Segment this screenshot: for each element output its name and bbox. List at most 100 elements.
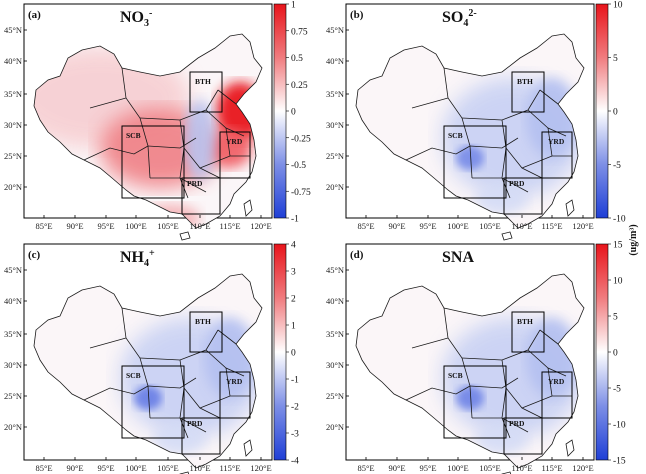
region-label-scb: SCB <box>126 131 141 140</box>
region-box-bth: BTH <box>511 311 545 353</box>
colorbar-tick-label: -3 <box>291 430 299 440</box>
lon-tick: 100°E <box>447 221 468 231</box>
region-box-scb: SCB <box>443 365 507 439</box>
province-line <box>469 377 519 389</box>
colorbar-gradient <box>273 3 287 219</box>
colorbar: 15 10 5 0 -5 -10 -15 <box>595 241 626 467</box>
colorbar-gradient <box>273 243 287 461</box>
lon-tick: 120°E <box>572 463 593 473</box>
lat-tick: 25°N <box>326 151 344 161</box>
region-rect <box>541 131 573 179</box>
province-line <box>89 337 127 349</box>
region-label-prd: PRD <box>509 179 525 188</box>
province-line <box>217 329 237 345</box>
region-label-prd: PRD <box>509 419 525 428</box>
lon-tick: 115°E <box>541 463 562 473</box>
region-rect <box>511 71 545 113</box>
lat-tick: 35°N <box>4 329 22 339</box>
lon-tick: 85°E <box>35 463 52 473</box>
colorbar-tick-label: 0 <box>291 108 296 118</box>
province-line <box>225 367 231 397</box>
island-outline <box>565 199 575 217</box>
lon-tick: 90°E <box>388 463 405 473</box>
region-label-bth: BTH <box>195 317 211 326</box>
field-pos-yrd <box>208 128 252 168</box>
province-line <box>411 337 449 349</box>
lon-tick: 90°E <box>66 463 83 473</box>
lat-tick: 40°N <box>4 296 22 306</box>
region-rect <box>181 417 221 455</box>
province-line <box>469 137 519 149</box>
province-line <box>147 377 197 389</box>
colorbar: 1 0.75 0.5 0.25 0 -0.25 -0.5 -0.75 -1 <box>273 1 311 225</box>
colorbar-tick-label: -0.5 <box>291 161 306 171</box>
lon-tick: 120°E <box>572 221 593 231</box>
lat-tick: 20°N <box>326 422 344 432</box>
province-line <box>147 137 197 149</box>
colorbar-tick-label: -15 <box>613 457 626 467</box>
region-box-yrd: YRD <box>219 131 251 179</box>
province-line <box>139 89 219 121</box>
colorbar-tick-label: 15 <box>613 241 623 251</box>
colorbar-tick-label: 0 <box>291 349 296 359</box>
province-line <box>199 155 250 169</box>
colorbar-tick-label: 1 <box>291 1 296 11</box>
colorbar-tick-label: -4 <box>291 457 299 467</box>
country-border <box>33 33 263 229</box>
panel-b: BTH YRD SCB PRD (b) SO42- 45°N 40°N 35°N 30°N 25°N… <box>326 1 626 241</box>
panel-label: (a) <box>28 9 41 21</box>
region-label-scb: SCB <box>126 371 141 380</box>
country-border <box>355 273 585 469</box>
region-label-yrd: YRD <box>548 377 565 386</box>
lon-tick: 100°E <box>125 221 146 231</box>
field-neg-center <box>184 100 216 180</box>
lon-tick: 95°E <box>97 463 114 473</box>
lat-tick: 20°N <box>4 182 22 192</box>
lon-tick: 90°E <box>66 221 83 231</box>
province-line <box>472 177 529 193</box>
colorbar-tick-label: 5 <box>613 313 618 323</box>
region-rect <box>189 311 223 353</box>
panel-d: BTH YRD SCB PRD (d) SNA 45°N 40°N 35°N 30°N 25°N 20… <box>326 241 626 474</box>
region-box-bth: BTH <box>189 311 223 353</box>
lat-tick: 40°N <box>326 296 344 306</box>
lon-tick: 115°E <box>219 221 240 231</box>
province-line <box>521 395 572 409</box>
region-rect <box>121 125 185 199</box>
colorbar-tick-label: -10 <box>613 421 626 431</box>
colorbar-tick-label: -0.75 <box>291 188 311 198</box>
lon-tick: 85°E <box>357 221 374 231</box>
lat-tick: 25°N <box>4 391 22 401</box>
region-box-scb: SCB <box>121 365 185 439</box>
region-rect <box>511 311 545 353</box>
region-rect <box>189 71 223 113</box>
region-label-bth: BTH <box>517 77 533 86</box>
island-outline <box>243 439 253 457</box>
panel-title: NH4+ <box>120 248 155 269</box>
lon-tick: 95°E <box>419 463 436 473</box>
lat-tick: 30°N <box>4 120 22 130</box>
province-line <box>139 329 219 361</box>
region-label-prd: PRD <box>187 419 203 428</box>
province-line <box>472 417 529 433</box>
colorbar-gradient <box>595 243 609 461</box>
panel-label: (b) <box>350 9 364 21</box>
lon-tick: 110°E <box>511 221 532 231</box>
province-line <box>539 89 559 105</box>
region-box-yrd: YRD <box>219 371 251 419</box>
province-line <box>501 359 543 419</box>
colorbar-tick-label: 10 <box>613 1 623 11</box>
region-rect <box>121 365 185 439</box>
lat-tick: 45°N <box>326 25 344 35</box>
island-outline <box>501 231 513 241</box>
colorbar-tick-label: 0 <box>613 108 618 118</box>
region-box-prd: PRD <box>181 417 221 455</box>
island-outline <box>243 199 253 217</box>
lon-tick: 90°E <box>388 221 405 231</box>
region-rect <box>181 177 221 215</box>
province-line <box>225 127 231 157</box>
lat-tick: 45°N <box>4 25 22 35</box>
province-line <box>461 89 541 121</box>
region-label-yrd: YRD <box>548 137 565 146</box>
region-label-bth: BTH <box>195 77 211 86</box>
